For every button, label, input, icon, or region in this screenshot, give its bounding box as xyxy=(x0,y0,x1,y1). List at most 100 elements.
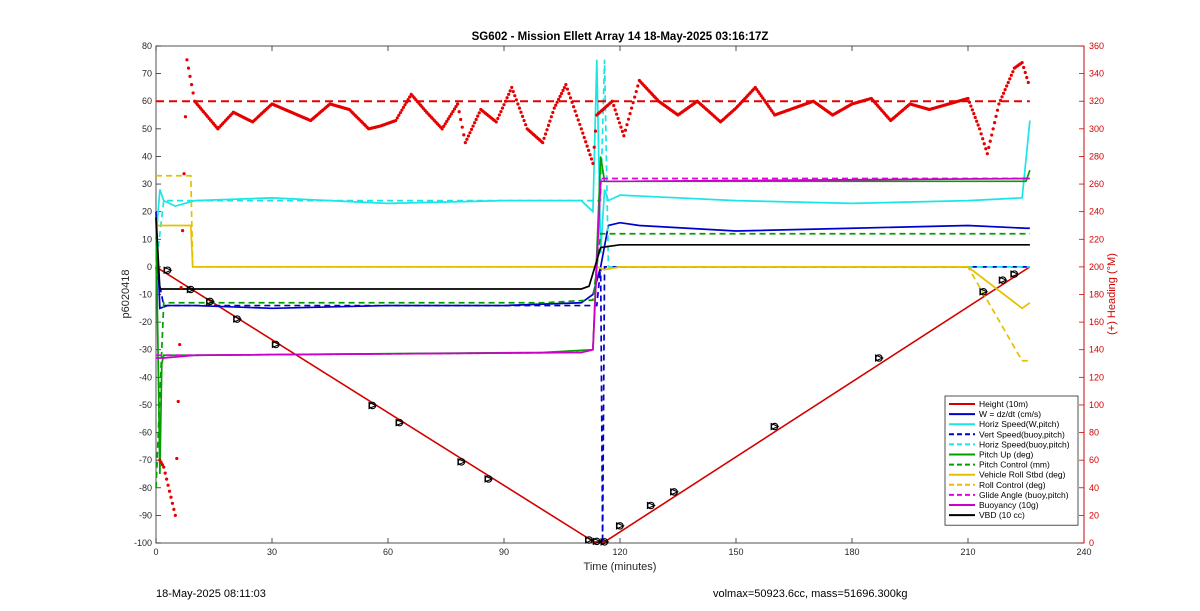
heading-point xyxy=(981,137,985,141)
y-axis-ticks-left: 80 70 60 50 40 30 20 10 0 -10 -20 -30 -40 -50 -60 -70 -8… xyxy=(134,41,161,548)
x-tick-label: 210 xyxy=(960,547,975,557)
heading-point xyxy=(612,103,616,108)
footer-mass-info: volmax=50923.6cc, mass=51696.300kg xyxy=(713,588,908,600)
heading-point xyxy=(551,110,555,115)
heading-point xyxy=(992,121,997,125)
y-tick-label: 40 xyxy=(142,151,152,161)
heading-point xyxy=(555,100,559,104)
legend-label: Horiz Speed(W,pitch) xyxy=(979,419,1059,429)
heading-point xyxy=(967,100,972,104)
heading-point xyxy=(978,127,982,131)
heading-point xyxy=(625,123,629,127)
heading-point xyxy=(617,121,622,125)
heading-point xyxy=(446,117,450,121)
heading-point xyxy=(557,97,561,101)
legend-label: Glide Angle (buoy,pitch) xyxy=(979,490,1069,500)
y-right-tick-label: 120 xyxy=(1089,372,1104,382)
y-right-tick-label: 200 xyxy=(1089,262,1104,272)
heading-point xyxy=(516,102,520,106)
heading-point xyxy=(189,83,194,87)
y-tick-label: 50 xyxy=(142,124,152,134)
heading-point xyxy=(616,116,620,121)
heading-point xyxy=(584,140,588,144)
series-line-6 xyxy=(155,232,1030,488)
series-line-8 xyxy=(156,174,1030,362)
height-marker-triangle xyxy=(646,501,656,510)
heading-point xyxy=(567,91,571,96)
x-tick-label: 120 xyxy=(612,547,627,557)
heading-point xyxy=(578,122,582,127)
heading-point xyxy=(593,129,598,133)
heading-point xyxy=(500,106,505,110)
x-tick-label: 240 xyxy=(1076,547,1091,557)
height-marker-triangle xyxy=(233,315,243,323)
y-right-tick-label: 280 xyxy=(1089,151,1104,161)
height-marker-triangle xyxy=(979,287,989,296)
heading-point xyxy=(575,113,579,118)
heading-point xyxy=(995,108,1000,112)
heading-point xyxy=(558,94,562,98)
heading-point xyxy=(585,144,589,148)
heading-point xyxy=(170,501,175,505)
heading-point xyxy=(545,128,549,132)
height-marker-triangle xyxy=(206,297,216,306)
heading-point xyxy=(568,96,573,100)
height-marker-triangle xyxy=(1010,270,1020,278)
y-right-tick-label: 0 xyxy=(1089,538,1094,548)
heading-point xyxy=(394,118,398,123)
heading-point xyxy=(1023,70,1027,75)
heading-point xyxy=(979,132,983,136)
heading-point xyxy=(581,131,585,135)
heading-point xyxy=(465,137,469,141)
heading-point xyxy=(549,115,553,119)
height-marker-triangle xyxy=(875,354,884,362)
heading-point xyxy=(970,108,974,112)
heading-point xyxy=(619,125,623,129)
height-marker-triangle xyxy=(615,522,625,530)
y-axis-label-left: p6020418 xyxy=(120,270,132,319)
heading-point xyxy=(562,85,567,90)
heading-point xyxy=(520,114,525,119)
heading-point xyxy=(401,105,406,110)
heading-point xyxy=(517,106,522,110)
heading-point xyxy=(982,142,986,146)
legend-box xyxy=(944,395,1079,526)
heading-point xyxy=(588,153,592,157)
heading-point xyxy=(169,495,173,499)
y-right-tick-label: 40 xyxy=(1089,483,1099,493)
y-right-tick-label: 60 xyxy=(1089,455,1099,465)
heading-point xyxy=(628,112,632,116)
heading-point xyxy=(591,161,595,165)
heading-point xyxy=(400,108,404,112)
x-tick-label: 30 xyxy=(267,547,277,557)
height-marker-triangle xyxy=(457,457,467,466)
heading-point xyxy=(178,342,182,347)
heading-point xyxy=(460,125,464,129)
heading-point xyxy=(565,87,570,91)
series-line-4 xyxy=(155,59,1030,268)
y-tick-label: -50 xyxy=(139,400,152,410)
legend: Height (10m)W = dz/dt (cm/s)Horiz Speed(… xyxy=(944,395,1079,526)
heading-point xyxy=(570,100,574,104)
y-tick-label: -80 xyxy=(139,483,152,493)
legend-label: W = dz/dt (cm/s) xyxy=(979,409,1041,419)
y-tick-label: -60 xyxy=(139,428,152,438)
heading-point xyxy=(513,94,517,98)
plot-area xyxy=(155,45,1085,544)
height-marker-triangle xyxy=(670,488,680,496)
heading-point xyxy=(440,127,444,131)
heading-point xyxy=(988,139,992,143)
y-right-tick-label: 240 xyxy=(1089,207,1104,217)
y-tick-label: 30 xyxy=(142,179,152,189)
heading-point xyxy=(176,399,180,404)
heading-point xyxy=(1008,77,1012,81)
heading-point xyxy=(546,123,551,127)
heading-point xyxy=(457,110,461,114)
height-marker-triangle xyxy=(592,537,602,546)
heading-point xyxy=(1026,80,1030,85)
footer-timestamp: 18-May-2025 08:11:03 xyxy=(156,588,266,600)
legend-label: Roll Control (deg) xyxy=(979,480,1046,490)
legend-label: Pitch Control (mm) xyxy=(979,460,1050,470)
heading-point xyxy=(449,112,454,116)
heading-point xyxy=(507,92,511,96)
